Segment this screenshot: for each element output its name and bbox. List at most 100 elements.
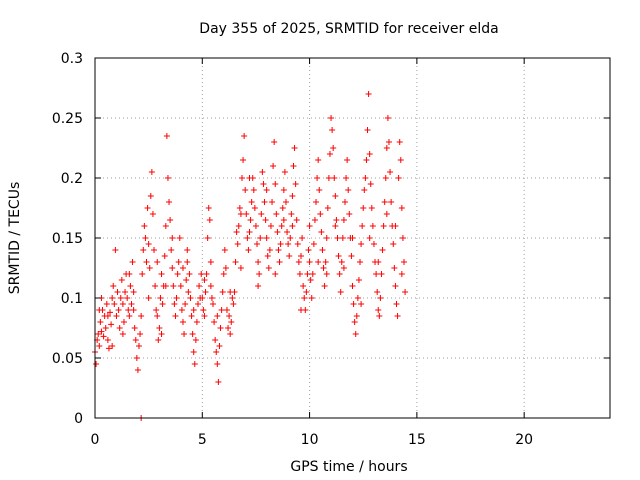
data-point bbox=[148, 169, 155, 175]
data-point bbox=[169, 265, 176, 271]
data-point bbox=[309, 271, 316, 277]
data-point bbox=[279, 205, 286, 211]
data-point bbox=[375, 259, 382, 265]
data-point bbox=[116, 325, 123, 331]
data-point bbox=[100, 333, 107, 340]
data-point bbox=[275, 247, 282, 253]
data-point bbox=[278, 223, 285, 229]
data-point bbox=[376, 313, 383, 319]
data-point bbox=[281, 169, 288, 175]
data-point bbox=[304, 271, 311, 277]
data-point bbox=[189, 331, 196, 337]
data-point bbox=[168, 247, 175, 253]
data-point bbox=[320, 265, 327, 271]
data-point bbox=[291, 145, 298, 151]
data-point bbox=[187, 295, 194, 301]
data-point bbox=[324, 205, 331, 211]
data-point bbox=[399, 235, 406, 241]
data-point bbox=[287, 235, 294, 241]
data-point bbox=[288, 211, 295, 217]
y-tick-label: 0.3 bbox=[61, 51, 83, 67]
data-point bbox=[391, 265, 398, 271]
data-point bbox=[175, 259, 182, 265]
data-point bbox=[257, 235, 264, 241]
data-point bbox=[286, 253, 293, 259]
data-point bbox=[366, 235, 373, 241]
data-point bbox=[284, 229, 291, 235]
data-point bbox=[173, 295, 180, 301]
data-point bbox=[355, 277, 362, 283]
data-points bbox=[92, 91, 409, 421]
data-point bbox=[172, 313, 179, 319]
data-point bbox=[221, 247, 228, 253]
data-point bbox=[340, 265, 347, 271]
data-point bbox=[402, 289, 409, 295]
data-point bbox=[290, 163, 297, 169]
data-point bbox=[381, 199, 388, 205]
data-point bbox=[130, 289, 137, 295]
data-point bbox=[377, 295, 384, 301]
data-point bbox=[186, 271, 193, 277]
data-point bbox=[379, 247, 386, 253]
data-point bbox=[315, 259, 322, 265]
data-point bbox=[280, 217, 287, 223]
data-point bbox=[375, 307, 382, 313]
data-point bbox=[316, 187, 323, 193]
data-point bbox=[280, 187, 287, 193]
data-point bbox=[358, 301, 365, 307]
data-point bbox=[398, 271, 405, 277]
data-point bbox=[332, 223, 339, 229]
data-point bbox=[357, 259, 364, 265]
data-point bbox=[350, 301, 357, 307]
chart-title: Day 355 of 2025, SRMTID for receiver eld… bbox=[199, 21, 498, 37]
data-point bbox=[254, 241, 261, 247]
data-point bbox=[349, 283, 356, 289]
data-point bbox=[163, 133, 170, 139]
data-point bbox=[93, 361, 100, 367]
data-point bbox=[130, 307, 137, 313]
data-point bbox=[212, 337, 219, 343]
data-point bbox=[181, 331, 188, 337]
data-point bbox=[139, 271, 146, 277]
data-point bbox=[251, 205, 258, 211]
data-point bbox=[147, 193, 154, 199]
data-point bbox=[326, 151, 333, 157]
data-point bbox=[336, 271, 343, 277]
data-point bbox=[378, 271, 385, 277]
x-tick-label: 20 bbox=[515, 432, 533, 448]
data-point bbox=[330, 145, 337, 151]
y-axis-title: SRMTID / TECUs bbox=[7, 182, 23, 295]
data-point bbox=[132, 337, 139, 343]
data-point bbox=[176, 235, 183, 241]
data-point bbox=[200, 307, 207, 313]
data-point bbox=[108, 321, 115, 328]
data-point bbox=[155, 337, 162, 343]
data-point bbox=[145, 241, 152, 247]
data-point bbox=[353, 313, 360, 319]
data-point bbox=[235, 223, 242, 229]
data-point bbox=[114, 289, 121, 295]
data-point bbox=[184, 247, 191, 253]
data-point bbox=[259, 169, 266, 175]
data-point bbox=[227, 331, 234, 337]
x-tick-label: 15 bbox=[408, 432, 426, 448]
data-point bbox=[236, 205, 243, 211]
data-point bbox=[267, 223, 274, 229]
data-point bbox=[109, 295, 116, 301]
data-point bbox=[311, 217, 318, 223]
data-point bbox=[382, 175, 389, 181]
data-point bbox=[156, 325, 163, 331]
data-point bbox=[104, 313, 111, 319]
data-point bbox=[182, 301, 189, 307]
data-point bbox=[392, 223, 399, 229]
x-tick-label: 10 bbox=[301, 432, 319, 448]
data-point bbox=[319, 247, 326, 253]
y-tick-label: 0.1 bbox=[61, 291, 83, 307]
data-point bbox=[157, 295, 164, 301]
data-point bbox=[314, 175, 321, 181]
data-point bbox=[122, 289, 129, 295]
data-point bbox=[343, 175, 350, 181]
data-point bbox=[171, 301, 178, 307]
data-point bbox=[142, 235, 149, 241]
data-point bbox=[313, 199, 320, 205]
